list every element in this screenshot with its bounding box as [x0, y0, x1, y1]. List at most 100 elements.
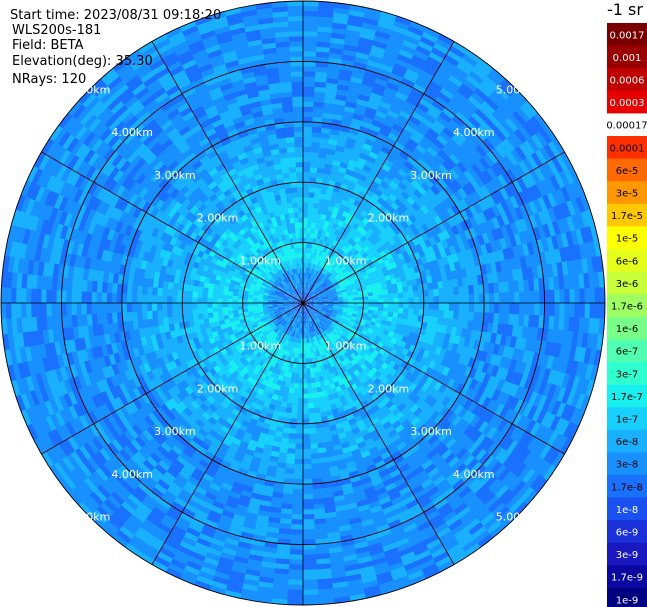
heatmap-cell: [423, 296, 430, 304]
heatmap-cell: [461, 123, 475, 137]
heatmap-cell: [353, 107, 366, 117]
heatmap-cell: [304, 262, 308, 268]
heatmap-cell: [326, 210, 333, 217]
heatmap-cell: [373, 114, 386, 124]
heatmap-cell: [462, 53, 479, 68]
heatmap-cell: [302, 368, 307, 375]
heatmap-cell: [439, 130, 452, 143]
heatmap-cell: [376, 72, 391, 83]
heatmap-cell: [302, 388, 308, 395]
heatmap-cell: [302, 504, 314, 510]
heatmap-cell: [428, 80, 444, 93]
heatmap-cell: [330, 227, 337, 235]
heatmap-cell: [477, 58, 494, 73]
heatmap-cell: [332, 239, 339, 247]
heatmap-cell: [393, 159, 405, 169]
heatmap-cell: [303, 35, 318, 42]
heatmap-cell: [514, 303, 520, 315]
heatmap-cell: [303, 126, 313, 133]
heatmap-cell: [315, 66, 329, 73]
heatmap-cell: [302, 363, 307, 369]
heatmap-cell: [362, 115, 374, 125]
heatmap-cell: [312, 280, 316, 286]
heatmap-cell: [321, 256, 327, 263]
heatmap-cell: [416, 185, 428, 196]
heatmap-cell: [310, 156, 319, 163]
heatmap-cell: [403, 100, 417, 112]
heatmap-cell: [308, 196, 315, 203]
heatmap-cell: [297, 393, 303, 400]
heatmap-cell: [311, 286, 317, 292]
heatmap-cell: [307, 222, 312, 228]
heatmap-cell: [306, 272, 310, 279]
heatmap-cell: [358, 173, 368, 182]
heatmap-cell: [316, 248, 321, 256]
heatmap-cell: [323, 107, 335, 115]
heatmap-cell: [291, 504, 303, 510]
heatmap-cell: [401, 105, 415, 116]
heatmap-cell: [458, 294, 465, 304]
heatmap-cell: [329, 216, 336, 224]
heatmap-cell: [373, 295, 379, 300]
heatmap-cell: [441, 160, 454, 172]
heatmap-cell: [303, 216, 308, 223]
heatmap-cell: [308, 290, 313, 296]
heatmap-cell: [304, 292, 307, 299]
heatmap-cell: [303, 80, 316, 87]
heatmap-cell: [359, 31, 376, 41]
heatmap-cell: [378, 127, 391, 138]
heatmap-cell: [303, 10, 319, 17]
heatmap-cell: [361, 21, 378, 31]
heatmap-cell: [382, 91, 396, 101]
heatmap-cell: [390, 163, 402, 173]
heatmap-cell: [302, 544, 316, 551]
heatmap-cell: [303, 242, 307, 248]
heatmap-cell: [304, 292, 307, 299]
heatmap-cell: [325, 153, 335, 161]
heatmap-cell: [429, 142, 442, 154]
heatmap-cell: [411, 110, 425, 122]
heatmap-cell: [294, 373, 300, 379]
heatmap-cell: [408, 303, 415, 309]
heatmap-cell: [394, 15, 412, 26]
heatmap-cell: [376, 25, 393, 36]
heatmap-cell: [320, 132, 331, 139]
heatmap-cell: [378, 307, 384, 312]
heatmap-cell: [442, 107, 456, 120]
heatmap-cell: [311, 136, 321, 143]
heatmap-cell: [309, 291, 315, 296]
heatmap-cell: [389, 72, 404, 83]
heatmap-cell: [401, 146, 414, 157]
heatmap-cell: [412, 129, 425, 141]
heatmap-cell: [415, 78, 430, 90]
heatmap-cell: [405, 96, 420, 108]
heatmap-cell: [353, 61, 368, 70]
heatmap-cell: [462, 78, 478, 93]
heatmap-cell: [420, 181, 431, 193]
heatmap-cell: [351, 71, 365, 80]
heatmap-cell: [388, 303, 395, 308]
heatmap-cell: [401, 128, 414, 139]
heatmap-cell: [333, 265, 340, 271]
heatmap-cell: [385, 196, 395, 206]
heatmap-cell: [322, 283, 328, 289]
heatmap-cell: [388, 167, 399, 177]
heatmap-cell: [338, 270, 345, 277]
heatmap-cell: [395, 90, 409, 102]
heatmap-cell: [402, 39, 419, 51]
heatmap-cell: [317, 278, 323, 284]
heatmap-cell: [426, 84, 441, 97]
heatmap-cell: [452, 164, 465, 177]
heatmap-cell: [463, 154, 476, 168]
heatmap-cell: [377, 196, 386, 206]
heatmap-cell: [311, 279, 315, 286]
heatmap-cell: [368, 150, 379, 160]
heatmap-cell: [478, 104, 493, 119]
heatmap-cell: [294, 378, 299, 384]
heatmap-cell: [360, 83, 374, 93]
heatmap-cell: [421, 93, 436, 105]
heatmap-cell: [382, 175, 393, 186]
heatmap-cell: [364, 69, 379, 79]
heatmap-cell: [409, 20, 427, 32]
heatmap-cell: [303, 297, 304, 303]
